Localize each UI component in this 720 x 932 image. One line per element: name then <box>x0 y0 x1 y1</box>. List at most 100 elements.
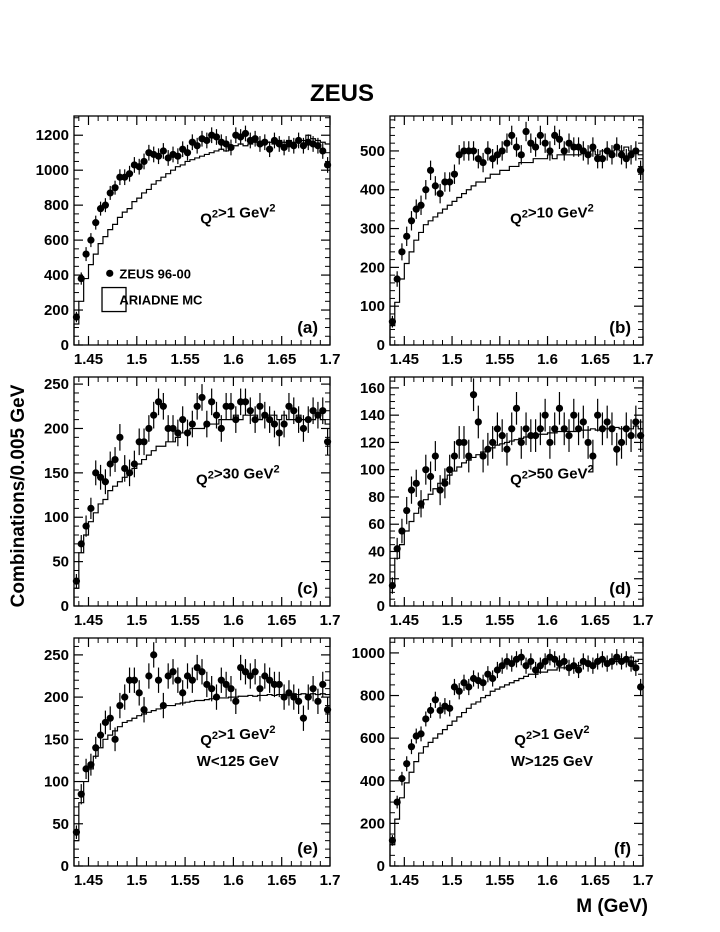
data-point <box>608 151 616 159</box>
data-point <box>183 672 192 680</box>
y-tick-label: 400 <box>44 267 69 284</box>
data-point <box>96 473 105 481</box>
data-point <box>536 662 544 670</box>
x-tick-label: 1.5 <box>126 351 147 368</box>
data-point <box>285 402 293 410</box>
x-tick-label: 1.45 <box>390 612 419 629</box>
data-point <box>617 438 626 447</box>
x-tick-label: 1.45 <box>74 351 103 368</box>
x-tick-label: 1.65 <box>267 351 296 368</box>
data-point <box>121 693 129 701</box>
y-tick-label: 200 <box>360 259 385 276</box>
data-point <box>522 425 530 433</box>
data-point <box>237 663 245 672</box>
data-point <box>154 398 163 406</box>
data-point <box>188 676 196 684</box>
data-point <box>82 250 90 258</box>
data-point <box>412 205 420 213</box>
data-point <box>275 680 283 689</box>
data-point <box>560 657 568 666</box>
x-tick-label: 1.55 <box>485 612 514 629</box>
y-tick-label: 200 <box>360 815 385 832</box>
data-point <box>527 139 535 147</box>
y-tick-label: 200 <box>44 420 69 437</box>
data-point <box>436 706 444 715</box>
data-point <box>256 402 264 410</box>
data-point <box>314 697 322 705</box>
y-tick-label: 0 <box>377 598 385 615</box>
data-point <box>493 151 502 159</box>
data-point <box>183 149 192 157</box>
data-point <box>198 393 206 402</box>
data-point <box>508 131 516 140</box>
data-point <box>106 714 114 722</box>
data-point <box>417 730 425 738</box>
data-point <box>174 429 182 437</box>
data-point <box>479 679 487 687</box>
data-point <box>412 479 420 487</box>
data-point <box>169 668 177 676</box>
y-tick-label: 600 <box>360 730 385 747</box>
x-tick-label: 1.6 <box>537 872 558 889</box>
data-point <box>503 445 511 453</box>
y-tick-label: 200 <box>44 689 69 706</box>
y-tick-label: 500 <box>360 143 385 160</box>
data-point <box>493 666 502 674</box>
x-tick-label: 1.45 <box>390 351 419 368</box>
cut-annotation: W>125 GeV <box>511 753 593 770</box>
data-point <box>270 420 279 428</box>
data-point <box>232 697 240 705</box>
y-tick-label: 0 <box>61 337 69 354</box>
data-point <box>579 418 587 426</box>
mc-histogram <box>389 425 643 606</box>
data-point <box>469 391 478 399</box>
data-point <box>111 735 119 743</box>
data-point <box>280 420 288 428</box>
legend-data-label: ZEUS 96-00 <box>119 266 191 281</box>
y-tick-label: 600 <box>44 232 69 249</box>
data-point <box>295 416 303 424</box>
data-point <box>87 504 95 512</box>
data-point <box>319 407 327 415</box>
chart-panel: 1.45 1.5 1.55 1.6 1.65 1.7 0 20 40 60 80 100 120 140 1… <box>360 376 653 629</box>
data-point <box>217 676 225 684</box>
data-point <box>150 651 158 659</box>
data-point <box>498 662 506 670</box>
data-point <box>446 704 454 712</box>
data-point <box>299 714 308 722</box>
y-tick-label: 20 <box>368 571 385 588</box>
data-point <box>290 142 298 150</box>
y-tick-label: 0 <box>61 858 69 875</box>
data-point <box>417 201 425 209</box>
data-point <box>598 155 607 163</box>
data-point <box>193 663 201 672</box>
data-point <box>460 438 468 447</box>
data-point <box>193 142 201 150</box>
legend-data-marker <box>106 269 114 277</box>
data-point <box>121 464 129 473</box>
y-tick-label: 400 <box>360 182 385 199</box>
data-point <box>474 418 482 426</box>
y-tick-label: 400 <box>360 773 385 790</box>
data-point <box>154 152 163 160</box>
data-point <box>613 445 621 453</box>
data-point <box>465 683 473 691</box>
panel-label: (a) <box>297 318 318 337</box>
y-tick-label: 50 <box>52 816 69 833</box>
data-point <box>455 151 463 159</box>
chart-panel: 1.45 1.5 1.55 1.6 1.65 1.7 0 50 100 150 200 250 Q2>3… <box>44 376 340 629</box>
y-tick-label: 150 <box>44 731 69 748</box>
data-point <box>446 178 454 186</box>
cut-annotation: Q2>1 GeV2 <box>514 724 589 749</box>
data-point <box>422 186 430 194</box>
data-point <box>570 411 578 419</box>
data-point <box>309 685 317 693</box>
y-tick-label: 100 <box>360 298 385 315</box>
data-point <box>632 664 640 672</box>
plot-frame <box>73 115 331 346</box>
y-tick-label: 0 <box>61 598 69 615</box>
data-point <box>407 486 416 494</box>
data-point <box>232 416 240 424</box>
data-point <box>450 683 459 691</box>
data-point <box>241 668 250 676</box>
